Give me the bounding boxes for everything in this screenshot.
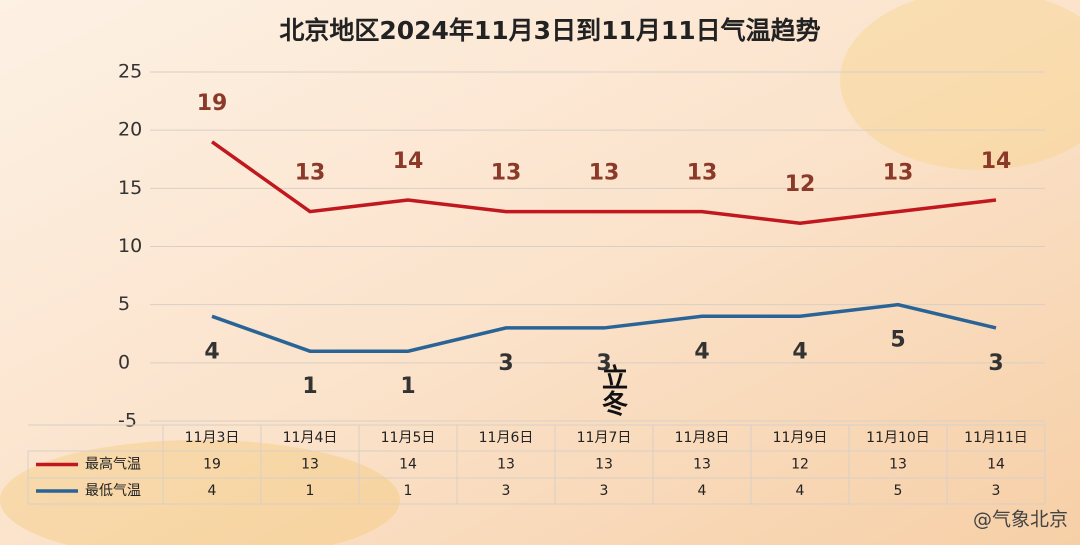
- data-label: 3: [498, 351, 513, 376]
- data-label: 3: [596, 351, 611, 376]
- x-tick-label: 11月6日: [479, 430, 534, 446]
- y-tick-label: -5: [118, 410, 137, 432]
- chart-title: 北京地区2024年11月3日到11月11日气温趋势: [279, 16, 820, 45]
- data-label: 12: [785, 172, 816, 197]
- data-label: 14: [393, 149, 424, 174]
- series-line: [210, 140, 997, 225]
- data-label: 5: [890, 328, 905, 353]
- data-label: 4: [204, 339, 219, 364]
- table-cell: 14: [987, 457, 1005, 473]
- data-label: 1: [302, 374, 317, 399]
- y-tick-label: 5: [118, 293, 130, 315]
- data-label: 4: [694, 339, 709, 364]
- y-tick-label: 20: [118, 119, 142, 141]
- decoration: [840, 0, 1080, 170]
- data-label: 14: [981, 149, 1012, 174]
- watermark: @气象北京: [973, 509, 1068, 531]
- data-label: 1: [400, 374, 415, 399]
- table-cell: 13: [595, 457, 613, 473]
- table-cell: 19: [203, 457, 221, 473]
- table-cell: 12: [791, 457, 809, 473]
- table-cell: 13: [693, 457, 711, 473]
- data-label: 13: [491, 161, 522, 186]
- table-cell: 13: [889, 457, 907, 473]
- data-label: 13: [687, 161, 718, 186]
- data-label: 13: [883, 161, 914, 186]
- table-cell: 5: [894, 483, 903, 499]
- x-tick-label: 11月8日: [675, 430, 730, 446]
- data-label: 13: [589, 161, 620, 186]
- x-tick-label: 11月10日: [866, 430, 930, 446]
- table-cell: 4: [208, 483, 217, 499]
- x-tick-label: 11月11日: [964, 430, 1028, 446]
- x-tick-label: 11月7日: [577, 430, 632, 446]
- x-tick-label: 11月3日: [185, 430, 240, 446]
- y-tick-label: 15: [118, 177, 142, 199]
- annotation: 立冬: [598, 363, 628, 417]
- table-cell: 3: [992, 483, 1001, 499]
- x-tick-label: 11月9日: [773, 430, 828, 446]
- data-label: 3: [988, 351, 1003, 376]
- legend-label: 最高气温: [85, 456, 141, 473]
- table-cell: 4: [698, 483, 707, 499]
- table-cell: 4: [796, 483, 805, 499]
- data-label: 13: [295, 161, 326, 186]
- table-cell: 3: [600, 483, 609, 499]
- x-tick-label: 11月4日: [283, 430, 338, 446]
- table-cell: 13: [301, 457, 319, 473]
- y-tick-label: 0: [118, 351, 130, 373]
- series-line: [211, 302, 997, 353]
- legend-label: 最低气温: [85, 483, 141, 499]
- table-cell: 13: [497, 457, 515, 473]
- table-cell: 14: [399, 457, 417, 473]
- data-label: 4: [792, 339, 807, 364]
- table-cell: 3: [502, 483, 511, 499]
- table-cell: 1: [404, 483, 413, 499]
- x-tick-label: 11月5日: [381, 430, 436, 446]
- data-label: 19: [197, 91, 228, 116]
- y-tick-label: 10: [118, 235, 142, 257]
- y-tick-label: 25: [118, 61, 142, 83]
- table-cell: 1: [306, 483, 315, 499]
- decoration: [0, 440, 400, 545]
